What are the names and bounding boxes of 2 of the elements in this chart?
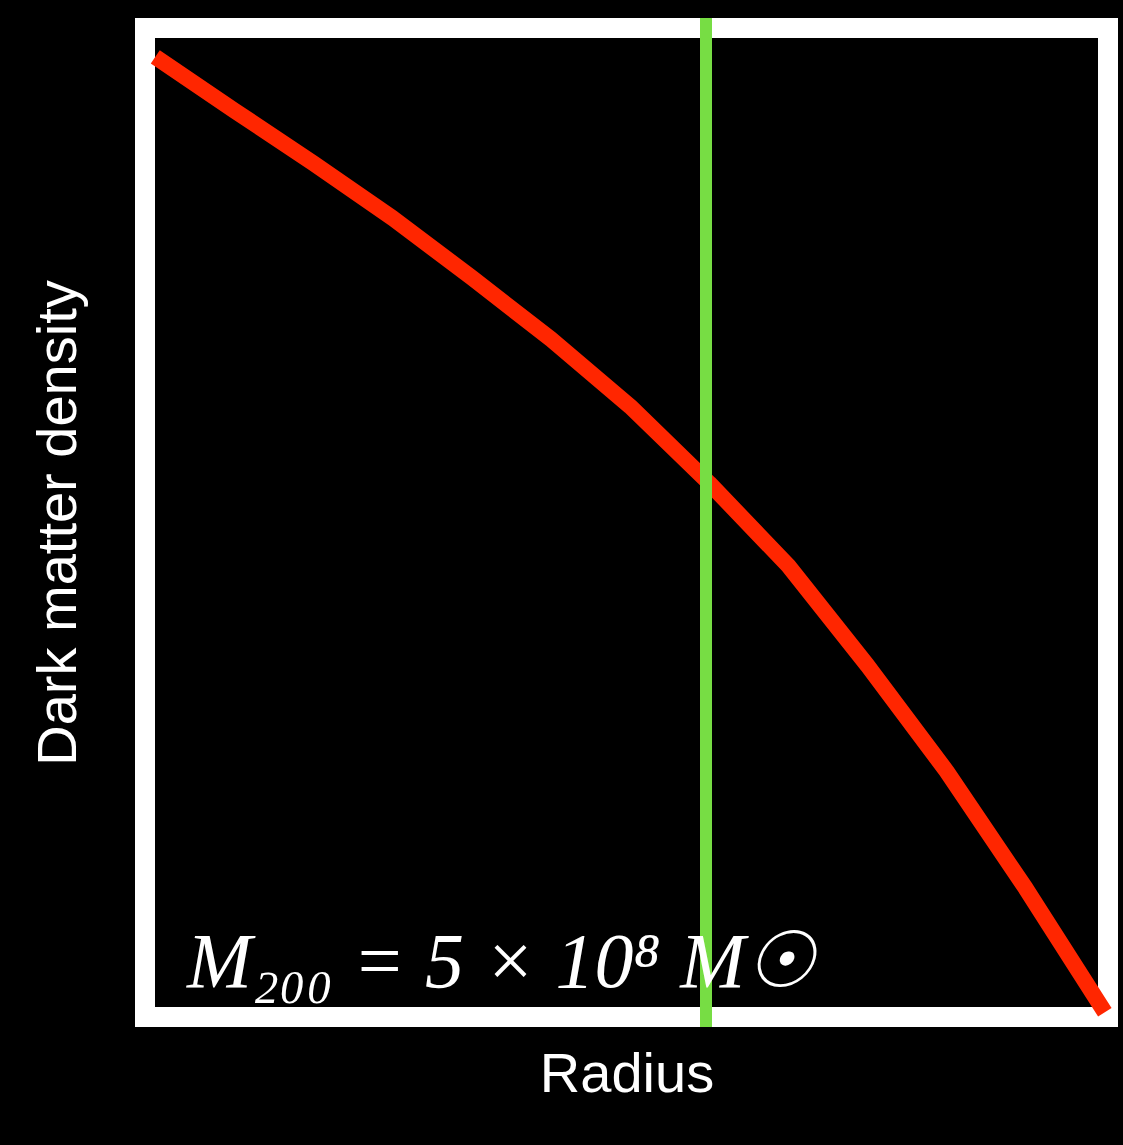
x-axis-title: Radius <box>539 1040 715 1104</box>
y-axis-title: Dark matter density <box>24 280 88 766</box>
